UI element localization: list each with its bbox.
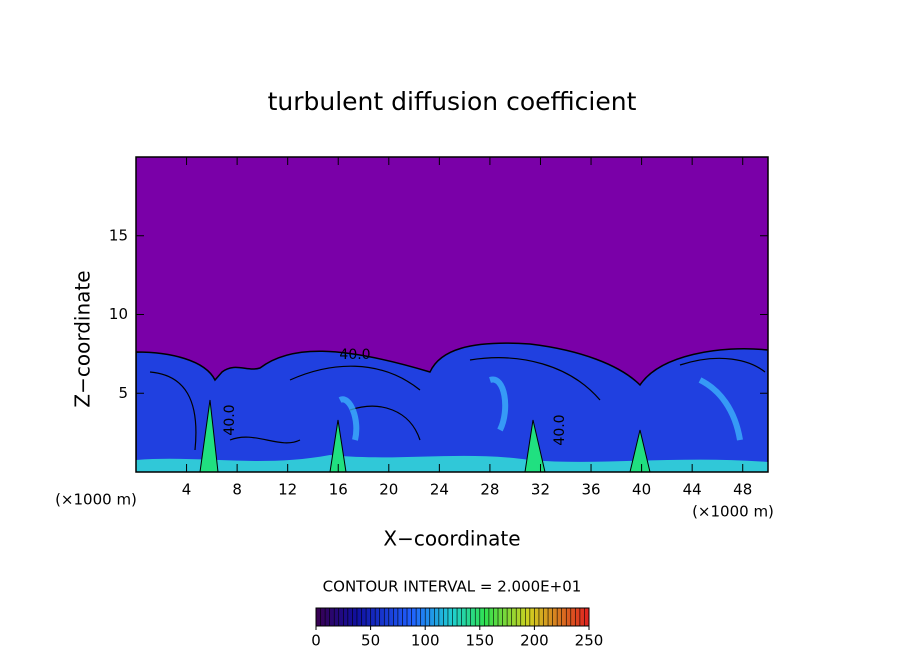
x-tick-label: 20 xyxy=(379,481,398,499)
field xyxy=(136,157,768,472)
y-axis-label: Z−coordinate xyxy=(71,270,95,407)
y-tick-label: 15 xyxy=(109,226,128,244)
colorbar-tick-label: 250 xyxy=(575,632,604,650)
x-tick-label: 48 xyxy=(733,481,752,499)
x-tick-label: 8 xyxy=(232,481,242,499)
x-unit-label: (×1000 m) xyxy=(692,503,774,521)
x-tick-label: 32 xyxy=(531,481,550,499)
colorbar-tick-label: 50 xyxy=(361,632,380,650)
y-tick-label: 10 xyxy=(109,305,128,323)
x-tick-label: 36 xyxy=(581,481,600,499)
x-tick-label: 16 xyxy=(329,481,348,499)
x-axis-label: X−coordinate xyxy=(383,527,520,551)
colorbar-tick-label: 100 xyxy=(411,632,440,650)
colorbar-tick-label: 0 xyxy=(311,632,321,650)
x-tick-label: 40 xyxy=(632,481,651,499)
contour-label: 40.0 xyxy=(339,347,370,363)
contour-label: 40.0 xyxy=(552,414,568,445)
colorbar-tick-label: 150 xyxy=(465,632,494,650)
x-tick-label: 4 xyxy=(182,481,192,499)
y-tick-label: 5 xyxy=(118,384,128,402)
x-unit-label: (×1000 m) xyxy=(55,491,137,509)
colorbar-tick-label: 200 xyxy=(520,632,549,650)
x-tick-label: 44 xyxy=(683,481,702,499)
contour-label: 40.0 xyxy=(222,404,238,435)
x-tick-label: 24 xyxy=(430,481,449,499)
chart-title: turbulent diffusion coefficient xyxy=(268,87,637,116)
x-tick-label: 12 xyxy=(278,481,297,499)
colorbar-label: CONTOUR INTERVAL = 2.000E+01 xyxy=(323,578,582,596)
x-tick-label: 28 xyxy=(480,481,499,499)
